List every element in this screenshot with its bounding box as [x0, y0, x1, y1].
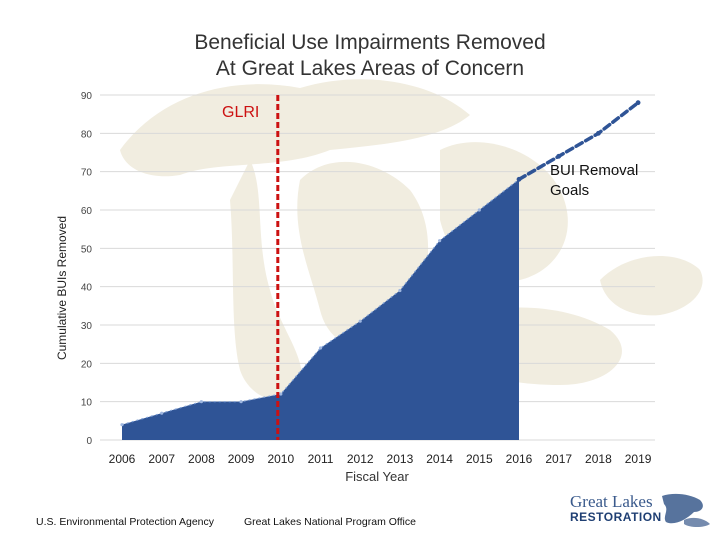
- bui-point-2011: [318, 346, 323, 350]
- x-tick-2008: 2008: [188, 452, 215, 466]
- x-tick-2011: 2011: [308, 452, 334, 466]
- x-axis-label: Fiscal Year: [345, 469, 409, 484]
- bui-point-2008: [199, 400, 203, 404]
- y-tick-0: 0: [86, 436, 92, 447]
- x-tick-2016: 2016: [506, 452, 533, 466]
- bui-area-fill: [122, 179, 519, 441]
- x-tick-2017: 2017: [545, 452, 572, 466]
- y-tick-30: 30: [81, 321, 93, 332]
- x-tick-2018: 2018: [585, 452, 612, 466]
- y-tick-90: 90: [81, 91, 93, 102]
- goal-point-2019: [635, 100, 641, 106]
- goal-point-2017: [556, 153, 562, 159]
- y-tick-40: 40: [81, 283, 93, 294]
- x-tick-2010: 2010: [267, 452, 294, 466]
- bui-point-2009: [239, 400, 243, 404]
- goal-line: [517, 100, 640, 182]
- goal-point-2016: [516, 176, 522, 182]
- y-tick-80: 80: [81, 129, 93, 140]
- x-tick-2019: 2019: [625, 452, 652, 466]
- bui-point-2012: [358, 319, 362, 323]
- glri-label: GLRI: [222, 104, 259, 121]
- logo-line2: RESTORATION: [570, 510, 662, 524]
- y-tick-10: 10: [81, 398, 93, 409]
- bui-point-2014: [438, 239, 442, 243]
- x-tick-2012: 2012: [347, 452, 374, 466]
- x-tick-labels: 2006 2007 2008 2009 2010 2011 2012 2013 2014 2015…: [109, 452, 652, 466]
- bui-point-2006: [120, 423, 124, 427]
- chart-title: Beneficial Use Impairments Removed At Gr…: [0, 30, 720, 82]
- bui-point-2007: [160, 411, 164, 415]
- bui-point-2015: [477, 208, 481, 212]
- chart-title-line1: Beneficial Use Impairments Removed: [194, 31, 546, 54]
- y-tick-60: 60: [81, 206, 93, 217]
- goal-label-line2: Goals: [550, 182, 589, 199]
- y-tick-20: 20: [81, 359, 93, 370]
- x-tick-2014: 2014: [426, 452, 453, 466]
- goal-label-line1: BUI Removal: [550, 162, 638, 179]
- y-tick-labels: 0 10 20 30 40 50 60 70 80 90: [81, 91, 93, 447]
- bui-point-2010: [279, 392, 283, 396]
- x-tick-2015: 2015: [466, 452, 493, 466]
- y-tick-70: 70: [81, 168, 93, 179]
- goal-point-2018: [596, 130, 601, 136]
- x-tick-2009: 2009: [228, 452, 255, 466]
- chart-title-line2: At Great Lakes Areas of Concern: [215, 57, 525, 80]
- footer-agency: U.S. Environmental Protection Agency: [36, 516, 215, 528]
- y-tick-50: 50: [81, 244, 93, 255]
- great-lakes-logo-icon: [662, 493, 710, 527]
- logo-line1: Great Lakes: [570, 492, 653, 511]
- y-axis-label: Cumulative BUIs Removed: [55, 216, 69, 360]
- x-tick-2007: 2007: [148, 452, 175, 466]
- great-lakes-restoration-logo: Great Lakes RESTORATION: [566, 490, 716, 530]
- footer-office: Great Lakes National Program Office: [244, 516, 416, 528]
- bui-goal-series: [516, 100, 641, 182]
- x-tick-2006: 2006: [109, 452, 136, 466]
- bui-point-2013: [398, 288, 402, 293]
- x-tick-2013: 2013: [387, 452, 414, 466]
